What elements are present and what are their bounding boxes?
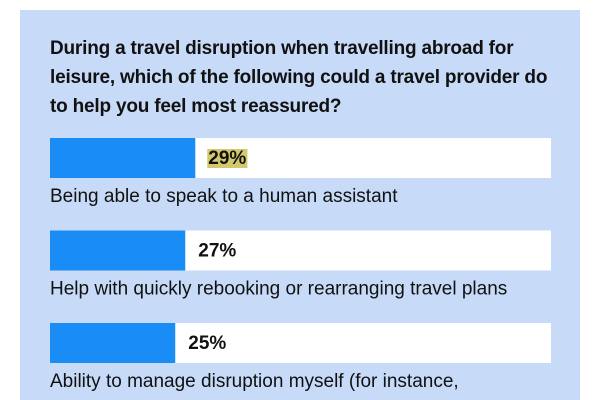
category-label: Ability to manage disruption myself (for… (50, 371, 459, 392)
chart-title: During a travel disruption when travelli… (50, 38, 548, 117)
bar (50, 138, 196, 178)
bar (50, 230, 186, 271)
value-label: 29% (208, 148, 246, 169)
category-label: Being able to speak to a human assistant (50, 186, 398, 207)
value-label: 27% (198, 241, 236, 262)
bar (50, 323, 176, 363)
category-label: Help with quickly rebooking or rearrangi… (50, 279, 507, 300)
text-highlight (207, 149, 248, 169)
value-label: 25% (188, 333, 226, 354)
